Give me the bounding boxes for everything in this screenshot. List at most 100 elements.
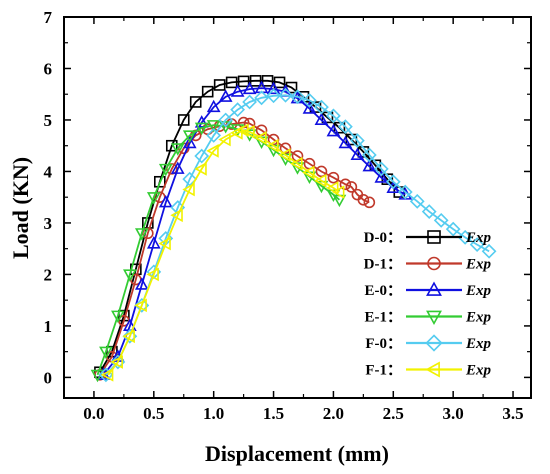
x-axis-title: Displacement (mm) [205,441,389,466]
data-point [433,212,449,228]
data-point [261,75,274,87]
y-tick-label: 0 [44,368,53,387]
legend-marker [427,230,441,244]
y-tick-label: 6 [44,59,53,78]
data-point [111,310,125,324]
data-point [469,237,485,252]
data-point [386,180,401,193]
data-point [206,144,219,158]
legend-entry: E-0： Exp [364,281,492,299]
data-point [230,84,245,97]
y-tick-label: 3 [44,214,53,233]
data-point [99,346,113,360]
y-axis-title: Load (KN) [8,157,33,259]
data-point [213,79,226,91]
legend-suffix: Exp [465,230,492,246]
data-point [194,122,209,136]
y-tick-label: 2 [44,265,53,284]
series-line [99,121,370,376]
y-tick-label: 5 [44,111,53,130]
series-0 [94,75,406,379]
data-point [249,75,262,87]
data-point [194,162,207,176]
data-point [242,81,257,95]
data-point [146,192,161,205]
legend-marker [427,256,441,271]
data-point [201,85,214,98]
x-tick-label: 0.5 [143,404,164,423]
data-point [409,193,425,209]
x-tick-label: 2.0 [323,404,344,423]
x-tick-label: 3.0 [443,404,464,423]
data-point [397,184,413,200]
data-point [225,76,238,89]
data-point [327,171,340,184]
legend-label: E-1： [364,310,402,326]
tick-layer: 0.0 0.5 1.0 1.5 2.0 2.5 3.0 3.5 0 1 2 3 4 5 6 7 [44,8,531,423]
data-point [326,181,339,195]
data-point [349,133,365,148]
data-point [314,99,329,115]
data-point [314,112,329,126]
legend-entry: F-0： Exp [365,334,492,352]
data-point [230,102,246,118]
data-point [266,88,281,104]
data-point [194,148,210,164]
data-point [345,181,358,193]
series-4 [98,87,497,383]
legend-label: E-0： [364,283,402,299]
data-point [374,170,389,183]
legend-label: F-0： [365,336,402,352]
data-point [230,124,245,137]
data-point [350,147,365,161]
data-point [218,89,233,102]
legend-suffix: Exp [465,336,492,352]
y-tick-label: 1 [44,317,53,336]
legend-suffix: Exp [465,363,492,379]
legend-entry: D-0： Exp [364,230,492,246]
legend-marker [425,361,440,378]
legend: D-0： Exp D-1： Exp E-0： Exp E-1： Exp F-0： Exp F-1： E… [364,230,492,379]
series-line [107,129,340,376]
data-point [302,93,317,108]
data-point [170,208,183,223]
legend-suffix: Exp [465,257,492,273]
data-point [457,229,473,245]
x-tick-label: 3.5 [502,404,523,423]
data-point [278,148,291,162]
plot-layer [90,75,497,383]
data-point [290,156,303,171]
data-point [290,89,305,105]
data-point [177,114,190,126]
data-point [158,236,171,251]
data-point [373,161,389,177]
data-point [182,130,197,143]
legend-label: F-1： [365,363,402,379]
data-point [385,174,401,190]
data-point [266,138,279,153]
y-tick-label: 4 [44,162,53,181]
data-point [189,96,202,108]
data-point [170,161,185,174]
data-point [481,243,497,259]
legend-entry: E-1： Exp [364,310,491,326]
data-point [357,193,370,206]
data-point [332,185,345,199]
data-point [361,147,377,163]
series-line [99,79,400,373]
legend-entry: D-1： Exp [364,257,492,273]
data-point [134,228,149,241]
data-point [273,76,286,89]
data-point [158,163,173,177]
data-point [122,329,135,344]
data-point [362,158,377,172]
data-point [242,124,255,139]
data-point [445,221,461,237]
series-line [105,94,490,376]
legend-label: D-0： [364,230,402,246]
legend-marker [426,281,442,296]
data-point [254,131,267,145]
data-point [206,99,221,113]
data-point [338,119,353,135]
